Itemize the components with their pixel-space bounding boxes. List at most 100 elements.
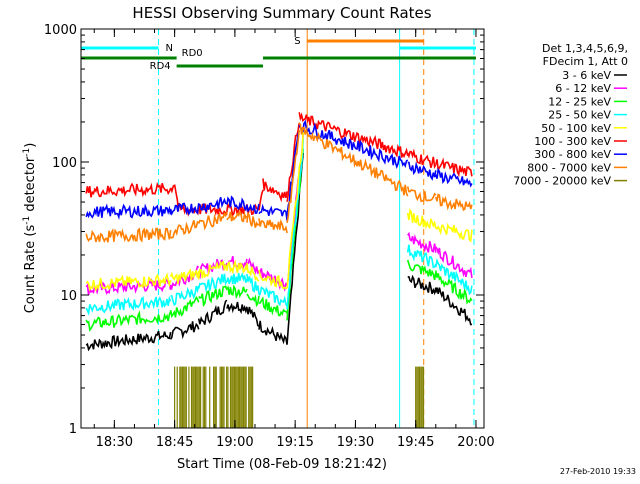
- x-tick-label: 19:45: [397, 435, 434, 450]
- series-line: [85, 227, 172, 244]
- series-line: [406, 208, 437, 230]
- series-line: [435, 167, 473, 188]
- legend-label: 3 - 6 keV: [562, 69, 611, 82]
- x-axis: 18:30 18:45 19:00 19:15 19:30 19:45 20:00: [93, 29, 495, 450]
- series-line: [226, 256, 248, 270]
- series-line: [246, 293, 260, 308]
- series-line: [258, 269, 288, 290]
- chart-title: HESSI Observing Summary Count Rates: [132, 4, 431, 22]
- series-line: [258, 320, 288, 345]
- series-line: [435, 270, 473, 305]
- night-label: N: [166, 43, 173, 54]
- series-line: [407, 231, 437, 253]
- series-line: [286, 131, 304, 289]
- series-25-50keV: [85, 138, 473, 316]
- series-line: [286, 138, 304, 310]
- series-line: [226, 210, 248, 223]
- y-label-part: Count Rate (s: [23, 225, 38, 314]
- legend-label: 7000 - 20000 keV: [513, 175, 611, 188]
- series-line: [170, 220, 200, 239]
- legend-label: 25 - 50 keV: [548, 109, 611, 122]
- series-line: [198, 285, 228, 308]
- series-line: [173, 184, 180, 212]
- x-tick-label: 18:30: [96, 435, 133, 450]
- series-line: [406, 244, 437, 269]
- series-50-100keV: [85, 131, 473, 293]
- series-line: [169, 295, 200, 319]
- x-tick-label: 18:45: [156, 435, 193, 450]
- series-line: [85, 330, 172, 352]
- series-line: [435, 222, 473, 243]
- legend-label: 100 - 300 keV: [534, 135, 611, 148]
- series-line: [85, 272, 172, 293]
- series-line: [406, 259, 437, 281]
- x-tick-label: 19:15: [276, 435, 313, 450]
- series-line: [258, 218, 288, 234]
- series-line: [406, 148, 437, 169]
- legend-label: 50 - 100 keV: [541, 122, 611, 135]
- x-axis-label: Start Time (08-Feb-09 18:21:42): [177, 457, 387, 472]
- series-800-7000keV: [85, 122, 473, 244]
- series-line: [197, 211, 228, 231]
- series-line: [85, 203, 172, 220]
- series-line: [435, 287, 473, 326]
- series-line: [198, 196, 227, 214]
- plot-area: N S RD0 RD4: [80, 29, 476, 428]
- series-line: [258, 203, 288, 221]
- series-line: [226, 284, 248, 300]
- x-tick-label: 19:30: [337, 435, 374, 450]
- series-line: [169, 184, 175, 194]
- saa-label: S: [294, 36, 300, 47]
- series-line: [407, 161, 437, 181]
- series-line: [258, 296, 288, 317]
- legend-label: 800 - 7000 keV: [527, 161, 611, 174]
- legend-header-line: Det 1,3,4,5,6,9,: [542, 42, 628, 55]
- x-tick-label: 20:00: [457, 435, 494, 450]
- series-line: [226, 272, 248, 285]
- series-line: [435, 246, 473, 279]
- y-tick-label: 1: [69, 422, 77, 437]
- legend: Det 1,3,4,5,6,9, FDecim 1, Att 0 3 - 6 k…: [513, 42, 628, 188]
- series-line: [258, 189, 264, 211]
- legend-label: 300 - 800 keV: [534, 148, 611, 161]
- series-line: [258, 286, 288, 307]
- legend-label: 12 - 25 keV: [548, 95, 611, 108]
- series-line: [226, 301, 248, 315]
- y-label-part: detector: [23, 156, 38, 216]
- series-line: [226, 195, 248, 212]
- series-line: [246, 212, 260, 228]
- series-line: [197, 273, 228, 293]
- y-tick-label: 10: [60, 289, 77, 304]
- series-line: [246, 257, 260, 275]
- plot-frame: [80, 28, 485, 429]
- legend-header-line: FDecim 1, Att 0: [543, 55, 628, 68]
- series-line: [169, 268, 200, 285]
- series-line: [85, 310, 172, 332]
- series-line: [85, 181, 172, 198]
- footer-timestamp: 27-Feb-2010 19:33: [560, 467, 636, 476]
- series-line: [298, 122, 409, 197]
- series-line: [286, 129, 300, 223]
- rd4-label: RD4: [150, 61, 171, 72]
- series-line: [435, 257, 473, 296]
- series-line: [197, 260, 228, 280]
- rd0-label: RD0: [182, 48, 203, 59]
- legend-label: 6 - 12 keV: [555, 82, 611, 95]
- series-line: [169, 321, 200, 340]
- y-axis-label: Count Rate (s-1 detector-1): [22, 143, 38, 314]
- series-line: [435, 193, 473, 212]
- series-line: [226, 259, 248, 275]
- series-line: [407, 274, 437, 296]
- y-label-sup: -1: [22, 148, 32, 157]
- series-line: [197, 299, 228, 325]
- series-line: [406, 186, 437, 203]
- series-line: [246, 306, 260, 327]
- series-line: [169, 202, 200, 216]
- y-tick-label: 1000: [44, 23, 77, 38]
- series-line: [246, 203, 260, 214]
- series-line: [246, 273, 260, 295]
- y-label-sup: -1: [22, 216, 32, 225]
- series-line: [170, 285, 200, 307]
